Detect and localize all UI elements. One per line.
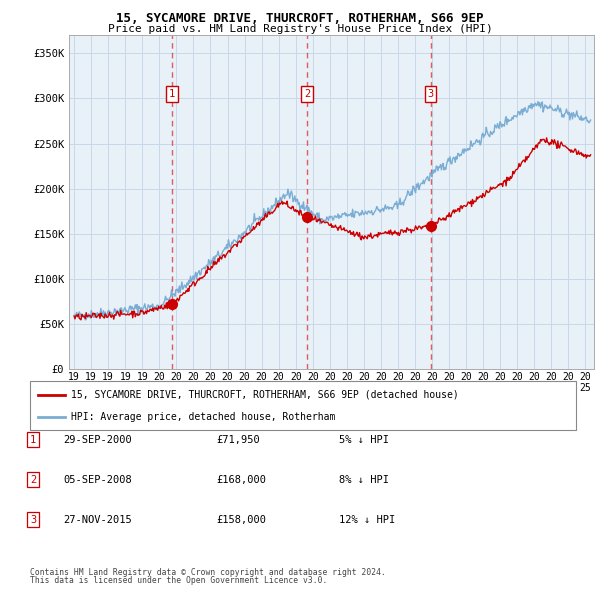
Text: This data is licensed under the Open Government Licence v3.0.: This data is licensed under the Open Gov… xyxy=(30,576,328,585)
Text: HPI: Average price, detached house, Rotherham: HPI: Average price, detached house, Roth… xyxy=(71,412,335,422)
Text: Contains HM Land Registry data © Crown copyright and database right 2024.: Contains HM Land Registry data © Crown c… xyxy=(30,568,386,577)
Text: 05-SEP-2008: 05-SEP-2008 xyxy=(63,475,132,484)
Text: 5% ↓ HPI: 5% ↓ HPI xyxy=(339,435,389,444)
Text: 8% ↓ HPI: 8% ↓ HPI xyxy=(339,475,389,484)
Text: 3: 3 xyxy=(30,515,36,525)
Text: 15, SYCAMORE DRIVE, THURCROFT, ROTHERHAM, S66 9EP: 15, SYCAMORE DRIVE, THURCROFT, ROTHERHAM… xyxy=(116,12,484,25)
Text: 1: 1 xyxy=(30,435,36,444)
FancyBboxPatch shape xyxy=(30,381,576,430)
Text: 2: 2 xyxy=(30,475,36,484)
Text: Price paid vs. HM Land Registry's House Price Index (HPI): Price paid vs. HM Land Registry's House … xyxy=(107,24,493,34)
Text: £158,000: £158,000 xyxy=(216,515,266,525)
Text: £168,000: £168,000 xyxy=(216,475,266,484)
Text: 29-SEP-2000: 29-SEP-2000 xyxy=(63,435,132,444)
Text: 3: 3 xyxy=(428,89,434,99)
Text: £71,950: £71,950 xyxy=(216,435,260,444)
Text: 12% ↓ HPI: 12% ↓ HPI xyxy=(339,515,395,525)
Text: 27-NOV-2015: 27-NOV-2015 xyxy=(63,515,132,525)
Text: 2: 2 xyxy=(304,89,310,99)
Text: 15, SYCAMORE DRIVE, THURCROFT, ROTHERHAM, S66 9EP (detached house): 15, SYCAMORE DRIVE, THURCROFT, ROTHERHAM… xyxy=(71,389,459,399)
Text: 1: 1 xyxy=(169,89,175,99)
